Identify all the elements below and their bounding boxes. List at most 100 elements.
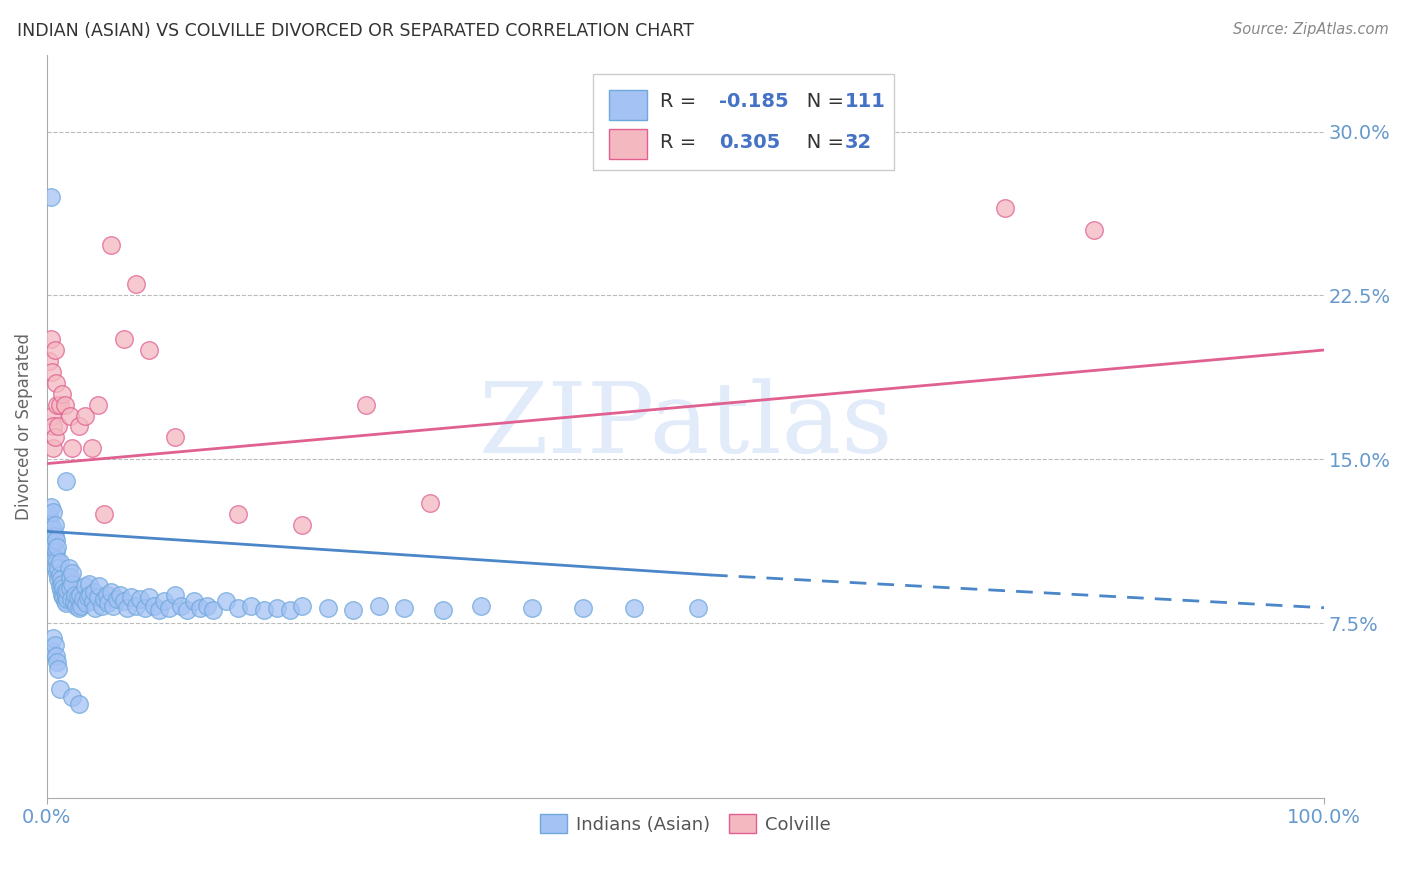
Point: [66, 590, 89, 604]
Text: 111: 111: [845, 93, 886, 112]
Point: [368, 599, 391, 613]
Point: [41, 644, 63, 658]
Point: [48, 579, 70, 593]
Point: [45, 561, 67, 575]
Point: [39, 500, 62, 515]
Point: [41, 409, 63, 423]
Point: [51, 576, 73, 591]
Point: [159, 600, 181, 615]
Point: [143, 599, 166, 613]
Point: [49, 583, 72, 598]
Point: [44, 517, 66, 532]
Point: [522, 600, 544, 615]
Point: [70, 599, 93, 613]
Text: Source: ZipAtlas.com: Source: ZipAtlas.com: [1233, 22, 1389, 37]
Point: [45, 544, 67, 558]
Point: [59, 409, 82, 423]
Point: [342, 603, 364, 617]
Point: [48, 398, 70, 412]
Point: [42, 505, 65, 519]
Point: [163, 430, 186, 444]
Point: [62, 442, 84, 456]
Point: [46, 552, 69, 566]
Text: R =: R =: [659, 133, 703, 152]
Text: 0.305: 0.305: [718, 133, 780, 152]
Point: [41, 365, 63, 379]
Point: [59, 570, 82, 584]
Point: [1083, 223, 1105, 237]
Point: [44, 430, 66, 444]
Point: [44, 343, 66, 357]
Point: [48, 573, 70, 587]
Point: [48, 568, 70, 582]
Point: [176, 603, 198, 617]
Point: [56, 583, 79, 598]
Point: [84, 600, 107, 615]
Point: [44, 638, 66, 652]
Point: [316, 600, 339, 615]
Point: [67, 697, 90, 711]
Point: [228, 507, 250, 521]
Point: [55, 588, 77, 602]
Point: [188, 600, 211, 615]
Bar: [609, 90, 647, 120]
Point: [45, 376, 67, 390]
Point: [38, 507, 60, 521]
Point: [470, 599, 492, 613]
Point: [89, 579, 111, 593]
Text: R =: R =: [659, 93, 703, 112]
Point: [96, 588, 118, 602]
Point: [58, 561, 80, 575]
Point: [44, 550, 66, 565]
Point: [75, 579, 97, 593]
Point: [419, 496, 441, 510]
Point: [688, 600, 710, 615]
Point: [291, 599, 314, 613]
Point: [90, 599, 112, 613]
Point: [291, 517, 314, 532]
Point: [148, 603, 170, 617]
Point: [75, 409, 97, 423]
Point: [125, 599, 148, 613]
Point: [48, 681, 70, 696]
Point: [105, 592, 128, 607]
Point: [49, 573, 72, 587]
Point: [77, 576, 100, 591]
Point: [253, 603, 276, 617]
Point: [112, 594, 135, 608]
Point: [55, 596, 77, 610]
Point: [195, 599, 218, 613]
Text: ZIPatlas: ZIPatlas: [478, 378, 893, 475]
Point: [87, 398, 110, 412]
Point: [108, 588, 131, 602]
Point: [93, 507, 115, 521]
Point: [134, 600, 156, 615]
Point: [52, 590, 75, 604]
Bar: [609, 129, 647, 159]
Point: [153, 594, 176, 608]
Point: [432, 603, 454, 617]
Point: [42, 540, 65, 554]
Text: INDIAN (ASIAN) VS COLVILLE DIVORCED OR SEPARATED CORRELATION CHART: INDIAN (ASIAN) VS COLVILLE DIVORCED OR S…: [17, 22, 693, 40]
Point: [39, 190, 62, 204]
Point: [46, 656, 69, 670]
Point: [55, 474, 77, 488]
Point: [138, 590, 160, 604]
Legend: Indians (Asian), Colville: Indians (Asian), Colville: [533, 807, 838, 841]
Point: [103, 599, 125, 613]
Point: [51, 588, 73, 602]
Point: [112, 332, 135, 346]
Point: [994, 201, 1017, 215]
Point: [76, 590, 98, 604]
Point: [67, 419, 90, 434]
Point: [62, 594, 84, 608]
Point: [120, 590, 142, 604]
Point: [52, 581, 75, 595]
Point: [125, 277, 148, 292]
Point: [240, 599, 263, 613]
Point: [48, 419, 70, 434]
Point: [67, 600, 90, 615]
Point: [56, 592, 79, 607]
Point: [46, 566, 69, 580]
Point: [62, 576, 84, 591]
